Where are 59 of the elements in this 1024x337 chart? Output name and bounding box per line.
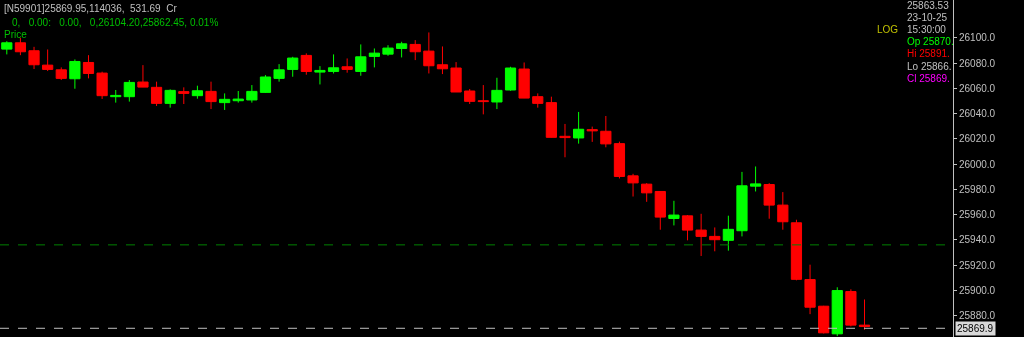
candlestick (164, 88, 176, 109)
annotation: 15:30:00 (907, 24, 947, 35)
candlestick (409, 39, 421, 61)
annotation: Hi 25891. (907, 48, 950, 59)
candlestick (423, 31, 435, 74)
candlestick (681, 214, 694, 241)
y-tick-label: 25900.0 (959, 284, 996, 296)
candlestick (627, 173, 639, 198)
candlestick (477, 84, 489, 115)
y-tick-label: 26040.0 (959, 108, 996, 120)
y-tick-label: 26080.0 (959, 57, 996, 69)
candlestick (668, 200, 680, 226)
candlestick (69, 58, 81, 90)
annotation: LOG (877, 24, 899, 35)
y-tick-label: 25960.0 (959, 209, 996, 221)
candlestick (96, 71, 108, 100)
candlestick (858, 299, 871, 331)
y-tick-label: 26060.0 (959, 82, 996, 94)
candlestick (777, 191, 789, 231)
candlestick (450, 61, 462, 93)
y-tick-label: 25940.0 (959, 234, 996, 246)
candlestick (600, 115, 612, 148)
annotation: Cl 25869. (907, 73, 950, 84)
candlestick (749, 165, 762, 192)
annotation: 23-10-25 (907, 12, 948, 23)
candlestick (300, 52, 312, 76)
annotation: Lo 25866. (907, 61, 952, 72)
candlestick (709, 226, 721, 252)
candlestick (355, 43, 367, 77)
y-tick-label: 25920.0 (959, 259, 996, 271)
annotation: Op 25870. (907, 36, 954, 47)
candlestick (695, 213, 707, 257)
candlestick (641, 182, 653, 203)
y-tick-label: 25880.0 (959, 310, 996, 322)
annotation: 0, 0.00: 0.00, 0,26104.20,25862.45, 0.01% (12, 17, 219, 28)
y-tick-label: 26000.0 (959, 158, 996, 170)
y-tick-label: 26100.0 (959, 32, 996, 44)
candlestick (314, 65, 326, 85)
annotation: 25863.53 (907, 0, 950, 11)
candlestick (327, 53, 340, 74)
candlestick (123, 79, 135, 103)
ref-line-label: 25869.9 (957, 323, 994, 334)
candlestick (559, 123, 571, 158)
y-tick-label: 26020.0 (959, 133, 996, 145)
candlestick (82, 54, 95, 79)
candlestick (28, 46, 40, 70)
candlestick (763, 182, 775, 220)
annotation: [N59901]25869.95,114036, 531.69 Cr (4, 3, 178, 14)
candlestick (150, 81, 163, 107)
candlestick (491, 77, 503, 110)
y-tick-label: 25980.0 (959, 183, 996, 195)
candlestick (137, 64, 149, 88)
candlestick (722, 215, 734, 252)
candlestick (573, 111, 585, 145)
annotation: Price (4, 29, 28, 40)
candlestick (205, 81, 217, 110)
candlestick (368, 47, 380, 68)
candlestick (42, 48, 54, 72)
candlestick (436, 45, 449, 75)
